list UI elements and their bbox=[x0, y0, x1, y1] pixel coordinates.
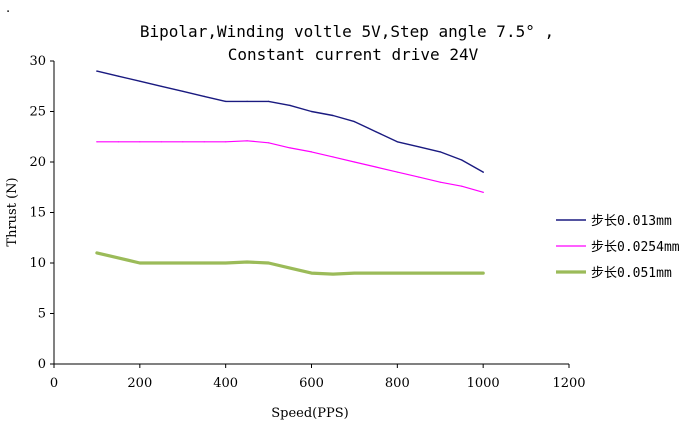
series-3-point bbox=[117, 257, 119, 259]
series-3-point bbox=[182, 262, 184, 264]
series-1-point bbox=[117, 75, 119, 77]
series-2-point bbox=[160, 141, 162, 143]
y-tick-label: 15 bbox=[29, 206, 46, 221]
x-tick-label: 0 bbox=[50, 376, 58, 391]
series-1-point bbox=[310, 110, 313, 113]
series-1-point bbox=[482, 171, 484, 173]
series-2-point bbox=[139, 141, 141, 143]
series-1-point bbox=[246, 100, 248, 102]
series-1-point bbox=[182, 90, 184, 92]
series-3-point bbox=[418, 272, 420, 274]
series-2-point bbox=[375, 166, 377, 168]
series-1-point bbox=[418, 146, 420, 148]
x-tick-label: 400 bbox=[213, 376, 238, 391]
series-3-point bbox=[375, 272, 377, 274]
x-tick-label: 1200 bbox=[552, 376, 585, 391]
series-2-point bbox=[225, 141, 227, 143]
series-1-point bbox=[439, 151, 441, 153]
series-3-point bbox=[96, 252, 98, 254]
series-3-point bbox=[482, 272, 484, 274]
y-axis-label: Thrust (N) bbox=[5, 177, 20, 246]
series-2-point bbox=[246, 140, 248, 142]
series-2-point bbox=[203, 141, 205, 143]
y-tick-label: 20 bbox=[29, 155, 46, 170]
series-3-point bbox=[225, 262, 227, 264]
series-2-point bbox=[182, 141, 184, 143]
series-3-point bbox=[289, 267, 291, 269]
series-1-point bbox=[461, 159, 463, 161]
legend-label-1: 步长0.013mm bbox=[591, 214, 672, 229]
series-2-point bbox=[268, 142, 270, 144]
series-1-point bbox=[203, 95, 205, 97]
series-2-point bbox=[439, 181, 441, 183]
series-1-point bbox=[375, 131, 377, 133]
series-1-point bbox=[396, 141, 398, 143]
chart-title-line-2: Constant current drive 24V bbox=[228, 45, 479, 64]
x-tick-label: 1000 bbox=[467, 376, 500, 391]
series-2-point bbox=[289, 147, 291, 149]
series-2-point bbox=[482, 191, 484, 193]
series-1-point bbox=[289, 104, 291, 106]
series-2-point bbox=[96, 141, 98, 143]
series-3-point bbox=[353, 272, 355, 274]
series-3-point bbox=[160, 262, 162, 264]
series-3-point bbox=[246, 261, 248, 263]
page-corner-mark: . bbox=[6, 1, 10, 16]
series-1-point bbox=[139, 80, 141, 82]
series-3-point bbox=[439, 272, 441, 274]
tick-marks: 0 5 10 15 20 25 30 0 200 400 600 800 1000 1200 bbox=[29, 54, 585, 391]
axes bbox=[53, 61, 569, 365]
series-2-point bbox=[353, 161, 355, 163]
series-1-point bbox=[225, 100, 227, 102]
x-axis-label: Speed(PPS) bbox=[271, 406, 348, 421]
series-3-point bbox=[139, 262, 141, 264]
y-tick-label: 30 bbox=[29, 54, 46, 69]
series-line-3 bbox=[95, 251, 485, 276]
series-3-point bbox=[268, 262, 270, 264]
series-2-point bbox=[461, 185, 463, 187]
series-3-point bbox=[310, 272, 313, 274]
series-line-1 bbox=[96, 70, 484, 173]
legend: 步长0.013mm 步长0.0254mm 步长0.051mm bbox=[556, 214, 680, 281]
legend-label-3: 步长0.051mm bbox=[591, 266, 672, 281]
series-1-point bbox=[332, 114, 334, 117]
y-tick-label: 5 bbox=[38, 307, 46, 322]
x-tick-label: 800 bbox=[385, 376, 410, 391]
chart-title-line-1: Bipolar,Winding voltle 5V,Step angle 7.5… bbox=[140, 22, 554, 41]
y-tick-label: 25 bbox=[29, 105, 46, 120]
series-3-point bbox=[203, 262, 205, 264]
y-tick-label: 10 bbox=[29, 256, 46, 271]
series-3-point bbox=[461, 272, 463, 274]
y-tick-label: 0 bbox=[38, 357, 46, 372]
series-2-point bbox=[117, 141, 119, 143]
series-3-point bbox=[332, 273, 334, 275]
series-3-point bbox=[396, 272, 398, 274]
series-2-point bbox=[396, 171, 398, 173]
series-1-point bbox=[268, 100, 270, 102]
series-2-point bbox=[332, 156, 334, 158]
legend-label-2: 步长0.0254mm bbox=[591, 240, 680, 255]
x-tick-label: 200 bbox=[127, 376, 152, 391]
series-1-point bbox=[353, 121, 355, 123]
series-1-point bbox=[96, 70, 98, 72]
plot-area bbox=[95, 70, 485, 276]
series-2-point bbox=[310, 151, 313, 153]
series-1-point bbox=[160, 85, 162, 87]
series-2-point bbox=[418, 176, 420, 178]
x-tick-label: 600 bbox=[299, 376, 324, 391]
